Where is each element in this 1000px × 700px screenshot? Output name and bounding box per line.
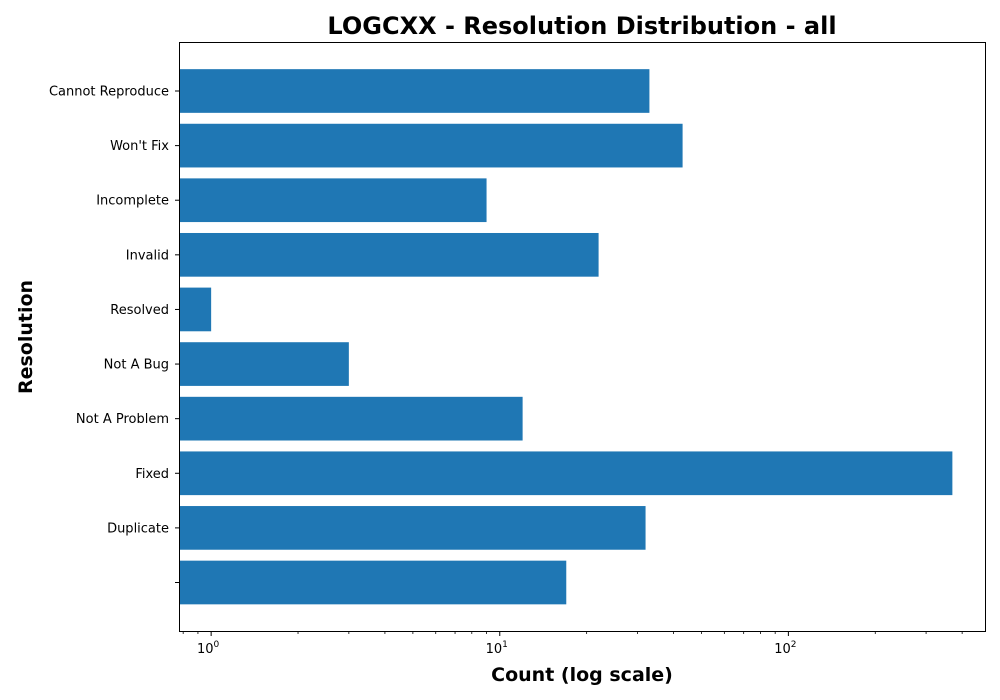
bar-not-a-problem — [180, 396, 523, 441]
bar-invalid — [180, 232, 599, 277]
ticks-group: Duplicate Fixed Not A Problem Not A Bug Reso… — [49, 85, 963, 657]
chart-title: LOGCXX - Resolution Distribution - all — [327, 12, 836, 40]
y-tick-label: Fixed — [135, 467, 169, 482]
y-tick-label: Not A Problem — [76, 412, 169, 427]
bar-not-a-bug — [180, 342, 349, 386]
y-tick-label: Invalid — [126, 248, 169, 263]
bar-cannot-reproduce — [180, 69, 650, 113]
x-axis-title: Count (log scale) — [491, 664, 673, 686]
x-tick-label: 101 — [486, 640, 508, 657]
y-tick-label: Resolved — [110, 303, 169, 318]
y-tick-label: Won't Fix — [110, 139, 169, 154]
x-tick-label: 102 — [774, 640, 796, 657]
y-tick-label: Cannot Reproduce — [49, 85, 169, 100]
y-tick-label: Not A Bug — [104, 358, 169, 373]
plot-frame — [179, 42, 986, 632]
bar-won-t-fix — [180, 123, 683, 168]
bar-incomplete — [180, 178, 487, 223]
x-tick-label: 100 — [197, 640, 220, 657]
bar-unlabeled — [180, 560, 567, 605]
bar-resolved — [180, 287, 212, 332]
y-tick-label: Incomplete — [96, 194, 169, 209]
bar-fixed — [180, 451, 953, 496]
bar-duplicate — [180, 506, 646, 550]
bars-group — [180, 69, 953, 605]
y-axis-title: Resolution — [15, 280, 37, 394]
y-tick-label: Duplicate — [107, 521, 169, 536]
